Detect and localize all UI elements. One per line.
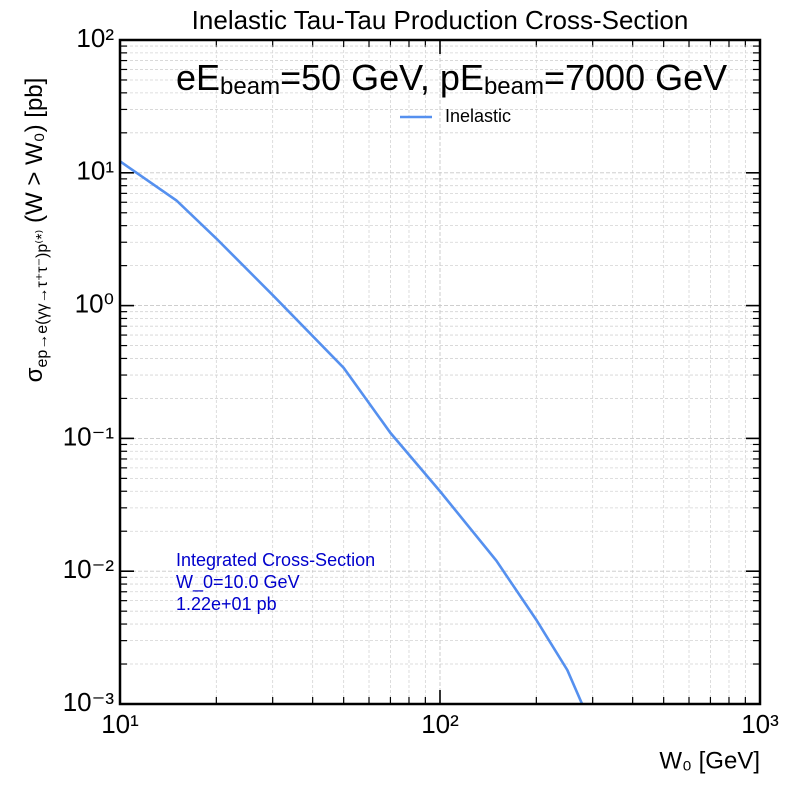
beam-label-part: beam [220, 73, 280, 100]
annotation: W_0=10.0 GeV [176, 572, 300, 593]
y-tick-label: 10¹ [76, 156, 114, 186]
y-tick-label: 10⁰ [75, 288, 114, 318]
x-tick-label: 10² [421, 709, 459, 739]
beam-label-part: beam [484, 73, 544, 100]
line [120, 160, 584, 704]
y-tick-label: 10⁻¹ [63, 421, 115, 451]
x-tick-label: 10³ [741, 709, 779, 739]
y-tick-label: 10⁻³ [63, 687, 115, 717]
beam-label-part: =7000 GeV [544, 57, 727, 98]
y-tick-label: 10⁻² [63, 554, 115, 584]
y-label-part: (W > W₀) [pb] [21, 78, 48, 230]
y-label-part: ep→e(γγ→τ⁺τ⁻)p⁽*⁾ [34, 230, 51, 368]
chart-title: Inelastic Tau-Tau Production Cross-Secti… [192, 5, 689, 35]
beam-label: eEbeam=50 GeV, pEbeam=7000 GeV [176, 57, 727, 101]
y-axis-label: σep→e(γγ→τ⁺τ⁻)p⁽*⁾ (W > W₀) [pb] [21, 78, 51, 383]
y-label-part: σ [21, 367, 48, 382]
plot-frame [118, 38, 762, 706]
x-tick-label: 10¹ [101, 709, 139, 739]
annotation: Integrated Cross-Section [176, 550, 375, 570]
beam-label-part: eE [176, 57, 220, 98]
beam-label-part: =50 GeV, pE [280, 57, 484, 98]
plot [120, 160, 584, 704]
y-tick-label: 10² [76, 23, 114, 53]
legend-label: Inelastic [445, 106, 511, 126]
x-axis-label: W₀ [GeV] [659, 747, 760, 774]
annotation: 1.22e+01 pb [176, 594, 277, 614]
